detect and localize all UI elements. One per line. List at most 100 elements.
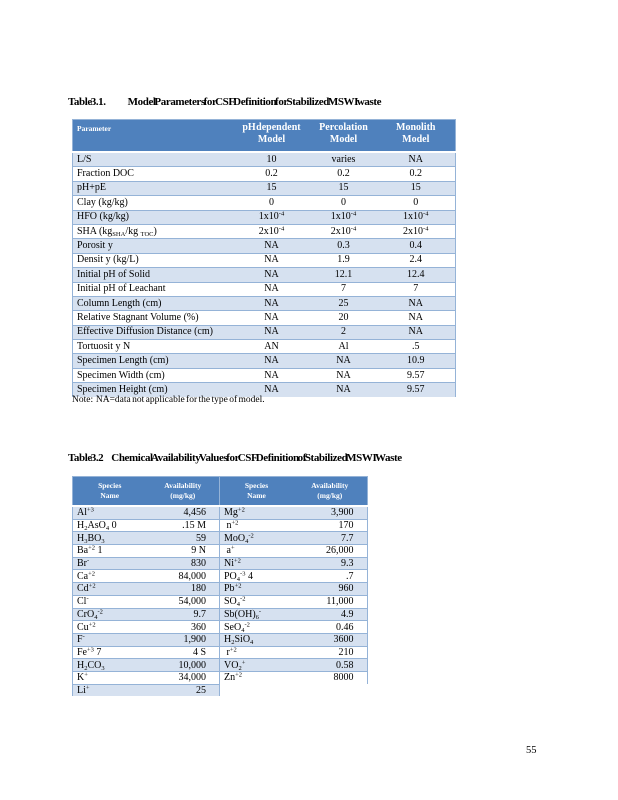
table-row: SeO4-2 0.46 (220, 620, 368, 634)
availability-cell: .7 (293, 569, 368, 583)
table-row: H3BO3 59 (72, 531, 220, 545)
table-row: H2CO3 10,000 (72, 658, 220, 672)
monolith-model-value-cell: NA (376, 151, 456, 167)
table-3-1: Parameter pH dependent Model Percolation M… (72, 119, 456, 397)
ph-model-value-cell: NA (232, 295, 311, 311)
monolith-model-value-cell: 0.2 (376, 166, 456, 182)
percolation-model-value-cell: 25 (310, 295, 377, 311)
column-header-percolation-model: Percolation Model (310, 119, 377, 153)
parameter-cell: Initial pH of Solid (72, 267, 233, 283)
availability-cell: 34,000 (146, 670, 220, 685)
table-row: HFO (kg/kg) 1x10-4 1x10-4 1x10-4 (72, 209, 456, 225)
availability-cell: 360 (146, 620, 220, 634)
column-header-monolith-model: Monolith Model (376, 119, 456, 153)
availability-cell: 0.58 (293, 658, 368, 672)
table-row: Fe+3 7 4 S (72, 645, 220, 659)
availability-cell: 960 (293, 582, 368, 596)
monolith-model-value-cell: NA (376, 324, 456, 340)
monolith-model-value-cell: 9.57 (376, 382, 456, 397)
table-row: PO4-3 4 .7 (220, 569, 368, 583)
species-cell: Ba+2 1 (72, 544, 147, 558)
parameter-cell: HFO (kg/kg) (72, 209, 233, 225)
availability-cell: 26,000 (293, 544, 368, 558)
monolith-model-value-cell: 12.4 (376, 267, 456, 283)
parameter-cell: Relative Stagnant Volume (%) (72, 310, 233, 326)
ph-model-value-cell: 10 (232, 151, 311, 167)
percolation-model-value-cell: 7 (310, 281, 377, 297)
table-row: Cd+2 180 (72, 582, 220, 596)
ph-model-value-cell: NA (232, 353, 311, 369)
percolation-model-value-cell: 1.9 (310, 252, 377, 268)
availability-cell: 59 (146, 531, 220, 545)
table-3-2-left-half: Species Name Availability (mg/kg) Al+3 4,4… (72, 476, 220, 697)
table-row: Specimen Width (cm) NA NA 9.57 (72, 367, 456, 383)
table-3-1-note: Note: NA=data not applicable for the typ… (72, 395, 265, 405)
table-row: SHA (kgSHA/kg TOC) 2x10-4 2x10-4 2x10-4 (72, 223, 456, 239)
monolith-model-value-cell: 7 (376, 281, 456, 297)
ph-model-value-cell: NA (232, 324, 311, 340)
species-cell: Br- (72, 556, 147, 570)
species-cell: r+2 (220, 645, 293, 659)
column-header-parameter: Parameter (72, 119, 233, 153)
table-row: Ni+2 9.3 (220, 556, 368, 570)
species-cell: Cu+2 (72, 620, 147, 634)
ph-model-value-cell: 2x10-4 (232, 223, 311, 239)
parameter-cell: Initial pH of Leachant (72, 281, 233, 297)
percolation-model-value-cell: Al (310, 339, 377, 354)
table-3-2-title: Table 3.2 Chemical Availability Values fo… (68, 452, 402, 464)
column-header-species-name: Species Name (220, 476, 293, 507)
table-row: H2SiO4 3600 (220, 632, 368, 647)
table-row: Column Length (cm) NA 25 NA (72, 295, 456, 311)
percolation-model-value-cell: 0 (310, 195, 377, 211)
percolation-model-value-cell: 2 (310, 324, 377, 340)
species-cell: Cd+2 (72, 582, 147, 596)
availability-cell: 830 (146, 556, 220, 570)
table-row: Cl- 54,000 (72, 594, 220, 608)
column-header-availability: Availability (mg/kg) (293, 476, 368, 507)
table-3-2-right-half: Species Name Availability (mg/kg) Mg+2 3,9… (220, 476, 368, 684)
availability-cell: 84,000 (146, 569, 220, 583)
availability-cell: 4 S (146, 645, 220, 659)
table-3-1-title: Table 3.1. Model Parameters for CSF Defin… (68, 96, 382, 108)
monolith-model-value-cell: 0.4 (376, 238, 456, 254)
table-row: Specimen Length (cm) NA NA 10.9 (72, 353, 456, 369)
table-row: Densit y (kg/L) NA 1.9 2.4 (72, 252, 456, 268)
parameter-cell: Fraction DOC (72, 166, 233, 182)
monolith-model-value-cell: 15 (376, 180, 456, 196)
table-3-2-left-header-row: Species Name Availability (mg/kg) (72, 476, 220, 507)
species-cell: Fe+3 7 (72, 645, 147, 659)
table-3-2-right-body: Mg+2 3,900 n+2 170 MoO4-2 7.7 a+ (220, 505, 368, 684)
ph-model-value-cell: NA (232, 367, 311, 383)
table-3-1-title-label: Table 3.1. (68, 96, 106, 108)
table-3-2-left-body: Al+3 4,456 H2AsO4 0 .15 M H3BO3 59 (72, 505, 220, 697)
species-cell: n+2 (220, 518, 293, 532)
table-row: Li+ 25 (72, 683, 220, 697)
species-cell: PO4-3 4 (220, 569, 293, 583)
species-cell: Zn+2 (220, 670, 293, 684)
monolith-model-value-cell: 9.57 (376, 367, 456, 383)
species-cell: a+ (220, 544, 293, 558)
monolith-model-value-cell: 10.9 (376, 353, 456, 369)
species-cell: Sb(OH)6- (220, 607, 293, 621)
table-row: r+2 210 (220, 645, 368, 659)
table-3-1-body: L/S 10 varies NA Fraction DOC 0.2 0.2 0.… (72, 151, 456, 397)
table-row: CrO4-2 9.7 (72, 607, 220, 621)
species-cell: MoO4-2 (220, 531, 293, 545)
table-row: Relative Stagnant Volume (%) NA 20 NA (72, 310, 456, 326)
ph-model-value-cell: 15 (232, 180, 311, 196)
percolation-model-value-cell: 2x10-4 (310, 223, 377, 239)
parameter-cell: Specimen Length (cm) (72, 353, 233, 369)
table-3-2-title-text: Chemical Availability Values for CSF Def… (111, 452, 402, 464)
column-header-species-name: Species Name (72, 476, 147, 507)
species-cell: H2CO3 (72, 658, 147, 672)
table-row: Porosit y NA 0.3 0.4 (72, 238, 456, 254)
ph-model-value-cell: NA (232, 238, 311, 254)
table-row: MoO4-2 7.7 (220, 531, 368, 545)
column-header-availability: Availability (mg/kg) (146, 476, 220, 507)
percolation-model-value-cell: 15 (310, 180, 377, 196)
percolation-model-value-cell: varies (310, 151, 377, 167)
availability-cell: 170 (293, 518, 368, 532)
percolation-model-value-cell: 0.2 (310, 166, 377, 182)
table-row: Pb+2 960 (220, 582, 368, 596)
